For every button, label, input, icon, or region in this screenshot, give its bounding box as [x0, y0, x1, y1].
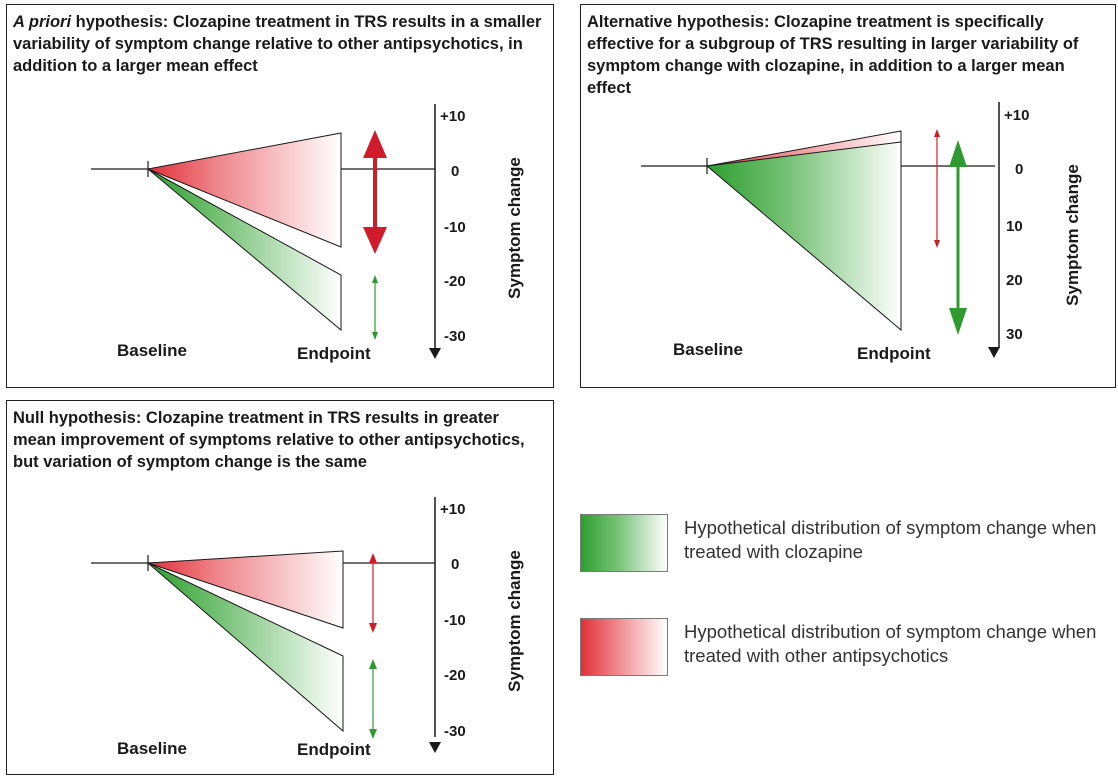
legend-swatch-other — [580, 618, 668, 676]
panel-alternative-hypothesis: Alternative hypothesis: Clozapine treatm… — [580, 4, 1116, 388]
y-axis-label: Symptom change — [505, 157, 524, 299]
tick-label-minus30: -30 — [444, 723, 466, 740]
baseline-label: Baseline — [117, 341, 187, 360]
panel-a-title: A priori hypothesis: Clozapine treatment… — [13, 11, 543, 77]
other-variability-arrow — [369, 553, 377, 633]
tick-label-plus10: +10 — [440, 501, 465, 518]
tick-label-minus30: -30 — [444, 328, 466, 345]
other-antipsychotics-wedge — [146, 132, 342, 248]
y-axis-label: Symptom change — [505, 550, 524, 692]
endpoint-label: Endpoint — [297, 344, 371, 363]
legend-item-other: Hypothetical distribution of symptom cha… — [580, 614, 1116, 684]
endpoint-label: Endpoint — [297, 740, 371, 759]
tick-label-20: 20 — [1006, 272, 1023, 289]
panel-a-priori-hypothesis: A priori hypothesis: Clozapine treatment… — [6, 4, 554, 388]
legend-swatch-clozapine — [580, 514, 668, 572]
clozapine-wedge — [147, 562, 344, 733]
tick-label-10: 10 — [1006, 218, 1023, 235]
tick-label-minus20: -20 — [444, 667, 466, 684]
clozapine-variability-arrow — [949, 140, 967, 335]
y-axis-label: Symptom change — [1063, 164, 1082, 306]
endpoint-label: Endpoint — [857, 344, 931, 363]
tick-label-30: 30 — [1006, 326, 1023, 343]
other-variability-arrow — [934, 129, 940, 248]
tick-label-0: 0 — [451, 163, 459, 180]
clozapine-variability-arrow — [369, 659, 377, 739]
panel-a-title-text: hypothesis: Clozapine treatment in TRS r… — [13, 13, 542, 75]
other-antipsychotics-wedge — [147, 550, 344, 629]
legend: Hypothetical distribution of symptom cha… — [580, 510, 1116, 690]
legend-item-clozapine: Hypothetical distribution of symptom cha… — [580, 510, 1116, 580]
baseline-label: Baseline — [117, 739, 187, 758]
panel-c-diagram: +10 0 -10 -20 -30 Symptom change Baselin… — [91, 497, 524, 759]
y-axis-arrowhead — [429, 742, 441, 753]
tick-label-plus10: +10 — [1004, 107, 1029, 124]
y-axis-arrowhead — [988, 347, 1000, 358]
clozapine-variability-arrow — [372, 275, 378, 340]
panel-a-diagram: +10 0 -10 -20 -30 Symptom change Baselin… — [91, 104, 524, 363]
panel-null-hypothesis: Null hypothesis: Clozapine treatment in … — [6, 400, 554, 775]
tick-label-0: 0 — [1015, 161, 1023, 178]
baseline-label: Baseline — [673, 340, 743, 359]
panel-c-title: Null hypothesis: Clozapine treatment in … — [13, 409, 525, 471]
other-variability-arrow — [363, 130, 387, 254]
tick-label-0: 0 — [451, 556, 459, 573]
tick-label-minus10: -10 — [444, 612, 466, 629]
tick-label-minus10: -10 — [444, 219, 466, 236]
legend-label-clozapine: Hypothetical distribution of symptom cha… — [684, 517, 1097, 562]
tick-label-plus10: +10 — [440, 108, 465, 125]
tick-label-minus20: -20 — [444, 273, 466, 290]
panel-b-title: Alternative hypothesis: Clozapine treatm… — [587, 13, 1079, 97]
legend-label-other: Hypothetical distribution of symptom cha… — [684, 621, 1097, 666]
panel-b-diagram: +10 0 10 20 30 Symptom change Baseline E… — [641, 102, 1082, 363]
clozapine-wedge — [705, 141, 902, 332]
panel-a-title-em: A priori — [13, 13, 72, 31]
y-axis-arrowhead — [429, 348, 441, 359]
clozapine-wedge — [147, 168, 342, 332]
